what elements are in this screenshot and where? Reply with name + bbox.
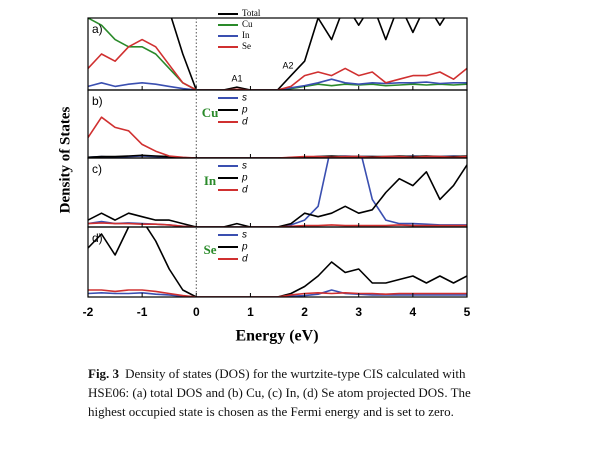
dos-curve xyxy=(88,289,467,297)
peak-annotation: A1 xyxy=(231,73,242,83)
caption-text: Density of states (DOS) for the wurtzite… xyxy=(88,366,471,419)
legend-label: s xyxy=(242,93,247,104)
dos-curve xyxy=(88,116,467,158)
panel-label: b) xyxy=(92,94,103,108)
x-axis-label: Energy (eV) xyxy=(235,328,318,345)
dos-curve xyxy=(88,18,467,90)
x-tick-label: 1 xyxy=(247,305,254,319)
dos-curve xyxy=(88,227,467,297)
panel-title: Se xyxy=(204,242,217,257)
plot-area xyxy=(88,227,467,297)
legend-label: p xyxy=(241,105,248,116)
panel-label: c) xyxy=(92,162,102,176)
plot-area xyxy=(88,116,467,158)
legend-label: Cu xyxy=(242,19,253,29)
panel-label: a) xyxy=(92,22,103,36)
x-tick-label: 5 xyxy=(464,305,471,319)
legend-label: d xyxy=(242,185,248,196)
legend-label: d xyxy=(242,117,248,128)
caption: Fig. 3 Density of states (DOS) for the wu… xyxy=(88,364,500,421)
dos-curve xyxy=(88,222,467,227)
panel-frame xyxy=(87,89,468,159)
panel-frame xyxy=(87,226,468,298)
x-tick-label: 2 xyxy=(301,305,308,319)
x-tick-label: 0 xyxy=(193,305,200,319)
caption-label: Fig. 3 xyxy=(88,366,120,381)
plot-area xyxy=(88,158,467,227)
panel-frame xyxy=(87,17,468,91)
peak-annotation: A2 xyxy=(282,60,293,70)
y-axis-label: Density of States xyxy=(57,107,73,214)
panel-title: In xyxy=(204,173,217,188)
legend-label: s xyxy=(242,230,247,241)
legend-label: Se xyxy=(242,41,251,51)
panel-title: Cu xyxy=(202,105,219,120)
dos-curve xyxy=(88,289,467,297)
legend-label: d xyxy=(242,254,248,265)
x-tick-label: -2 xyxy=(83,305,94,319)
x-tick-label: 3 xyxy=(355,305,362,319)
legend-label: In xyxy=(242,30,250,40)
legend-label: Total xyxy=(242,8,261,18)
dos-curve xyxy=(88,78,467,90)
plot-area xyxy=(88,18,467,90)
legend-label: p xyxy=(241,242,248,253)
legend-label: p xyxy=(241,173,248,184)
figure: Density of States Energy (eV) a)TotalCuI… xyxy=(57,8,471,345)
panel-label: d) xyxy=(92,231,103,245)
legend-label: s xyxy=(242,161,247,172)
dos-curve xyxy=(88,164,467,227)
x-tick-label: -1 xyxy=(137,305,148,319)
x-tick-label: 4 xyxy=(410,305,417,319)
dos-curve xyxy=(88,38,467,90)
